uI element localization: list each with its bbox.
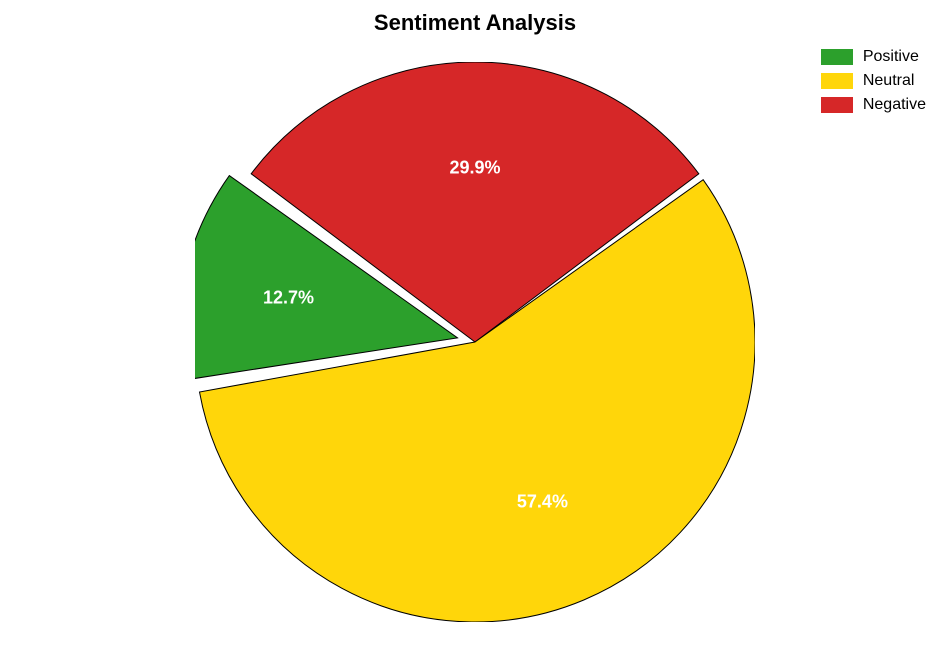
legend-item-negative: Negative [821,96,926,114]
legend-label: Neutral [863,72,915,90]
legend: Positive Neutral Negative [821,48,926,120]
legend-item-positive: Positive [821,48,926,66]
legend-swatch [821,97,853,113]
slice-label-positive: 12.7% [263,287,314,308]
legend-label: Positive [863,48,919,66]
legend-label: Negative [863,96,926,114]
legend-swatch [821,49,853,65]
slice-label-negative: 29.9% [449,158,500,179]
legend-item-neutral: Neutral [821,72,926,90]
slice-label-neutral: 57.4% [517,491,568,512]
chart-title: Sentiment Analysis [0,10,950,36]
legend-swatch [821,73,853,89]
pie-chart: 29.9% 57.4% 12.7% [195,62,755,622]
